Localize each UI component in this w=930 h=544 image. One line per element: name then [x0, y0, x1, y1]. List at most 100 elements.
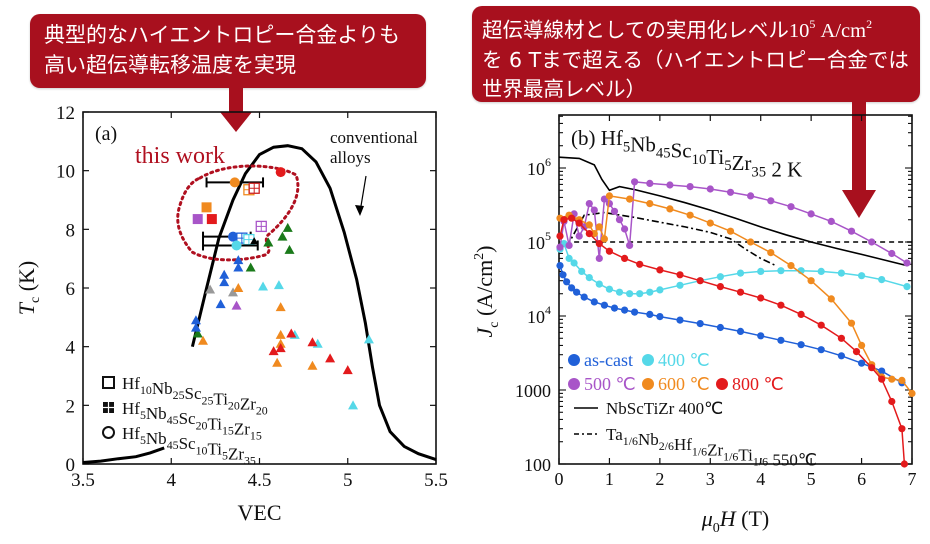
this-work-point	[229, 177, 240, 188]
conventional-alloy-point	[307, 360, 318, 370]
conventional-alloy-point	[233, 262, 244, 272]
y-tick-label: 106	[527, 155, 551, 179]
x-tick-label: 0	[555, 469, 564, 489]
subscript: 15	[222, 423, 234, 437]
x-tick-label: 4	[167, 470, 177, 491]
series-point	[817, 321, 825, 329]
y-axis-label: Tc (K)	[14, 261, 43, 316]
series-point	[767, 249, 775, 257]
subscript: 25	[173, 388, 185, 402]
series-point	[580, 293, 588, 301]
subscript: 0	[713, 521, 720, 536]
series-point	[631, 178, 639, 186]
series-point	[621, 306, 629, 314]
subscript: 5	[222, 448, 228, 462]
text-run: 2 K	[766, 158, 802, 182]
series-point	[747, 238, 755, 246]
series-point	[666, 181, 674, 189]
series-point	[706, 185, 714, 193]
conventional-alloy-point	[205, 284, 216, 294]
legend-dot-icon	[568, 354, 580, 366]
legend-label: 500 ℃	[584, 374, 636, 394]
x-tick-label: 3	[706, 469, 715, 489]
legend-label: as-cast	[584, 350, 633, 370]
conventional-alloy-point	[277, 231, 288, 241]
series-point	[575, 219, 583, 227]
subscript: 1/6	[692, 444, 707, 458]
text-run: Sc	[671, 139, 692, 163]
text-run: μ	[701, 506, 713, 531]
legend-label: Hf5Nb45Sc10Ti5Zr35	[122, 424, 256, 468]
text-run: Sc	[185, 384, 202, 403]
series-point	[900, 460, 909, 468]
series-point	[847, 319, 856, 327]
conventional-alloy-point	[282, 222, 293, 232]
conventional-curve	[190, 144, 437, 462]
conventional-label: conventional	[330, 128, 418, 147]
series-point	[595, 223, 603, 231]
x-tick-label: 2	[655, 469, 664, 489]
subscript: 10	[196, 443, 208, 457]
callout-b-exp: 5	[809, 17, 816, 31]
text-run: Ti	[738, 445, 753, 464]
text-run: (K)	[14, 261, 39, 297]
series-point	[696, 277, 704, 285]
series-point	[787, 203, 795, 211]
x-axis-label: VEC	[238, 500, 282, 525]
text-run: J	[472, 327, 497, 338]
text-run: Hf	[122, 424, 140, 443]
series-point	[898, 425, 906, 433]
x-tick-label: 5.5	[424, 470, 448, 491]
series-point	[726, 227, 735, 235]
series-point	[747, 192, 755, 200]
series-point	[757, 332, 765, 340]
text-run: (b) Hf	[571, 126, 623, 150]
series-point	[777, 267, 785, 275]
series-point	[646, 179, 654, 187]
series-point	[817, 346, 825, 354]
callout-b-value: 10	[788, 20, 810, 42]
this-work-point	[275, 167, 286, 178]
series-point	[610, 207, 619, 215]
legend-dot-icon	[642, 378, 654, 390]
series-point	[676, 316, 684, 324]
text-run: Zr	[240, 394, 256, 413]
series-point	[600, 235, 609, 243]
series-point	[590, 206, 598, 214]
conventional-alloy-point	[275, 302, 286, 312]
series-point	[858, 359, 866, 367]
series-point	[716, 273, 725, 281]
subscript: 5	[623, 139, 630, 155]
series-point	[646, 310, 654, 318]
superscript: 2	[472, 253, 487, 260]
y-tick-label: 4	[66, 338, 76, 359]
legend-dot-icon	[568, 378, 580, 390]
series-point	[636, 290, 644, 298]
text-run: Hf	[674, 435, 692, 454]
text-run: Zr	[732, 151, 752, 175]
series-point	[888, 397, 896, 406]
series-point	[807, 210, 815, 218]
panel-title: (b) Hf5Nb45Sc10Ti5Zr35 2 K	[571, 126, 802, 182]
legend-label: 600 ℃	[658, 374, 710, 394]
series-point	[706, 219, 714, 227]
this-work-point	[231, 240, 242, 251]
panel-label: (a)	[95, 123, 117, 145]
text-run: )	[472, 245, 497, 252]
superscript: 4	[545, 303, 551, 317]
y-tick-label: 105	[527, 229, 551, 253]
series-point	[898, 376, 906, 384]
conventional-alloy-point	[273, 280, 284, 290]
series-point	[615, 216, 624, 224]
series-point	[736, 327, 745, 335]
callout-b-unit: A/cm	[815, 20, 867, 42]
series-point	[888, 249, 896, 258]
series-point	[590, 230, 598, 238]
series-point	[852, 348, 861, 356]
panel-a-tc-vs-vec: 3.5 4 4.5 5 5.5 0 2 4 6 8 10 12 VEC Tc (K) (a) this wor…	[14, 103, 448, 525]
conventional-alloy-point	[258, 281, 269, 291]
series-point	[626, 241, 634, 249]
conventional-alloy-point	[231, 300, 242, 310]
subscript: 45	[167, 438, 179, 452]
superscript: 6	[545, 155, 551, 169]
